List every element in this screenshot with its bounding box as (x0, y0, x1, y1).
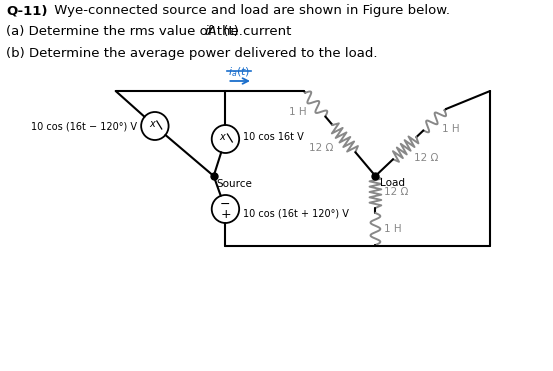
Text: 12 Ω: 12 Ω (384, 187, 409, 197)
Text: $i_a(t)$: $i_a(t)$ (228, 65, 251, 79)
Text: (b) Determine the average power delivered to the load.: (b) Determine the average power delivere… (6, 47, 377, 60)
Text: (t).: (t). (218, 25, 242, 38)
Text: Source: Source (217, 179, 253, 189)
Text: iA: iA (205, 25, 218, 38)
Text: 12 Ω: 12 Ω (414, 154, 439, 164)
Text: 1 H: 1 H (289, 108, 306, 117)
Text: +: + (220, 207, 231, 220)
Text: 1 H: 1 H (384, 224, 402, 234)
Text: (a) Determine the rms value of the current: (a) Determine the rms value of the curre… (6, 25, 295, 38)
Text: x: x (149, 119, 155, 129)
Text: 10 cos 16t V: 10 cos 16t V (243, 132, 304, 142)
Text: x: x (220, 132, 226, 142)
Text: 1 H: 1 H (442, 124, 460, 134)
Text: Wye-connected source and load are shown in Figure below.: Wye-connected source and load are shown … (50, 4, 450, 17)
Text: −: − (220, 197, 231, 210)
Text: Q-11): Q-11) (6, 4, 48, 17)
Text: 10 cos (16t + 120°) V: 10 cos (16t + 120°) V (243, 208, 349, 218)
Text: Load: Load (380, 178, 405, 188)
Text: 10 cos (16t − 120°) V: 10 cos (16t − 120°) V (31, 121, 137, 131)
Text: 12 Ω: 12 Ω (309, 143, 333, 153)
